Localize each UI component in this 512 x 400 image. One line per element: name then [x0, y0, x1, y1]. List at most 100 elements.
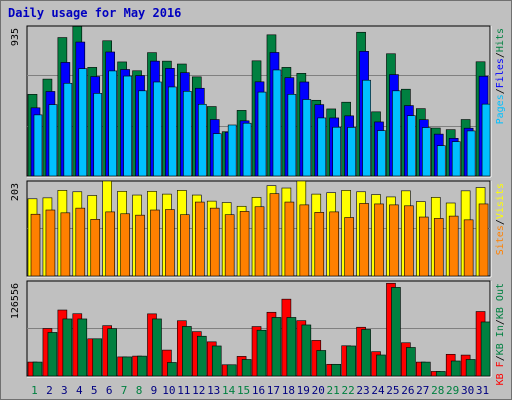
kb-out-bar-day-19: [301, 324, 312, 377]
kb-out-bar-day-5: [92, 338, 103, 377]
pages-bar-day-30: [466, 130, 476, 177]
panel-3-legend-part: KB F: [495, 361, 506, 385]
panel-2-legend-part: /: [495, 219, 506, 225]
pages-bar-day-6: [108, 70, 117, 177]
sites-bar-day-7: [120, 213, 130, 277]
kb-out-bar-day-11: [182, 326, 192, 377]
pages-bar-day-24: [377, 130, 386, 177]
sites-bar-day-27: [419, 216, 429, 277]
pages-bar-day-19: [302, 99, 312, 177]
panel-3-legend-part: KB In: [495, 325, 506, 355]
panel-3-legend-part: KB Out: [495, 283, 506, 319]
sites-bar-day-1: [30, 213, 41, 277]
panel-3-legend-part: /: [495, 355, 506, 361]
kb-out-bar-day-25: [391, 287, 401, 377]
x-tick-label-day-21: 21: [327, 384, 340, 397]
sites-bar-day-12: [194, 201, 205, 277]
x-tick-label-day-10: 10: [162, 384, 175, 397]
x-tick-label-day-25: 25: [386, 384, 399, 397]
pages-bar-day-20: [317, 117, 327, 177]
kb-out-bar-day-10: [167, 362, 177, 377]
sites-bar-day-17: [269, 193, 280, 277]
kb-out-bar-day-17: [271, 317, 282, 377]
kb-out-bar-day-15: [241, 359, 252, 377]
sites-bar-day-9: [150, 209, 160, 277]
pages-bar-day-17: [272, 69, 282, 177]
sites-bar-day-2: [45, 209, 56, 277]
sites-bar-day-14: [224, 214, 235, 277]
panel-2-legend-part: Sites: [495, 225, 506, 255]
kb-out-bar-day-27: [421, 361, 431, 377]
x-tick-label-day-8: 8: [136, 384, 143, 397]
panel-2-ymax-label: 203: [10, 183, 21, 201]
sites-bar-day-19: [299, 204, 310, 277]
x-tick-label-day-2: 2: [46, 384, 53, 397]
kb-out-bar-day-23: [361, 329, 371, 377]
sites-bar-day-16: [254, 206, 265, 277]
kb-out-bar-day-18: [286, 317, 297, 377]
panel-1-ymax-label: 935: [10, 28, 21, 46]
sites-bar-day-24: [374, 203, 384, 277]
x-tick-label-day-24: 24: [371, 384, 385, 397]
kb-out-bar-day-9: [152, 318, 162, 377]
panel-1-legend-part: Pages: [495, 94, 506, 124]
x-tick-label-day-31: 31: [476, 384, 489, 397]
kb-out-bar-day-31: [480, 321, 491, 377]
panel-3-legend: KB F/KB In/KB Out: [495, 283, 506, 385]
kb-out-bar-day-6: [107, 328, 117, 377]
pages-bar-day-9: [153, 81, 162, 177]
kb-out-bar-day-16: [256, 329, 267, 377]
sites-bar-day-21: [329, 211, 340, 277]
panel-3-legend-part: /: [495, 319, 506, 325]
pages-bar-day-10: [168, 86, 177, 177]
sites-bar-day-23: [359, 203, 369, 277]
pages-bar-day-25: [392, 90, 401, 177]
panel-1-legend-part: Hits: [495, 28, 506, 52]
pages-bar-day-22: [347, 127, 356, 177]
pages-bar-day-18: [287, 94, 297, 177]
x-tick-label-day-11: 11: [177, 384, 190, 397]
sites-bar-day-11: [180, 214, 190, 277]
kb-out-bar-day-3: [62, 318, 73, 377]
x-tick-label-day-9: 9: [151, 384, 158, 397]
sites-bar-day-20: [314, 212, 325, 277]
kb-out-bar-day-28: [435, 371, 446, 377]
sites-bar-day-5: [90, 219, 101, 277]
panel-1-legend: Pages/Files/Hits: [495, 28, 506, 124]
pages-bar-day-26: [407, 115, 416, 177]
kb-out-bar-day-8: [137, 355, 147, 377]
kb-out-bar-day-26: [406, 347, 416, 377]
kb-out-bar-day-13: [211, 345, 222, 377]
sites-bar-day-18: [284, 201, 295, 277]
sites-bar-day-26: [404, 205, 414, 277]
x-tick-label-day-12: 12: [192, 384, 205, 397]
kb-out-bar-day-1: [32, 361, 43, 377]
sites-bar-day-25: [389, 204, 399, 277]
pages-bar-day-8: [138, 90, 147, 177]
pages-bar-day-16: [257, 91, 267, 177]
kb-out-bar-day-24: [376, 354, 386, 377]
x-tick-label-day-15: 15: [237, 384, 250, 397]
pages-bar-day-3: [63, 82, 73, 177]
sites-bar-day-8: [135, 214, 145, 277]
kb-out-bar-day-14: [226, 364, 237, 377]
pages-bar-day-7: [123, 75, 132, 177]
x-tick-label-day-1: 1: [31, 384, 38, 397]
sites-bar-day-10: [165, 209, 175, 277]
sites-bar-day-13: [209, 207, 220, 277]
sites-bar-day-6: [105, 211, 115, 277]
kb-out-bar-day-21: [331, 363, 342, 377]
x-tick-label-day-22: 22: [341, 384, 354, 397]
pages-bar-day-29: [451, 141, 461, 177]
x-tick-label-day-26: 26: [401, 384, 414, 397]
kb-out-bar-day-12: [196, 335, 207, 377]
x-tick-label-day-29: 29: [446, 384, 459, 397]
sites-bar-day-28: [433, 218, 444, 277]
sites-bar-day-31: [478, 203, 489, 277]
sites-bar-day-29: [448, 215, 459, 277]
pages-bar-day-1: [33, 114, 43, 177]
x-tick-label-day-3: 3: [61, 384, 68, 397]
kb-out-bar-day-30: [465, 359, 476, 377]
sites-bar-day-15: [239, 211, 250, 277]
